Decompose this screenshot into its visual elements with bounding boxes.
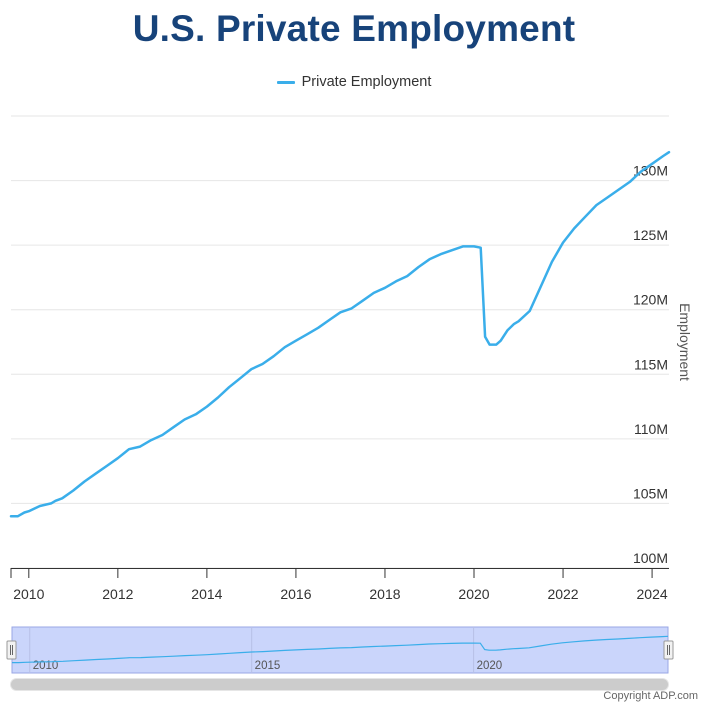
navigator-left-handle[interactable] <box>6 640 17 660</box>
series-layer <box>9 150 671 518</box>
x-tick-label: 2024 <box>637 586 668 602</box>
x-tick-label: 2022 <box>547 586 578 602</box>
grid-lines <box>11 115 669 569</box>
legend[interactable]: Private Employment <box>0 74 708 90</box>
legend-label: Private Employment <box>301 74 432 90</box>
x-axis: 2010 2012 2014 2016 2018 2020 2022 2024 <box>10 568 669 602</box>
x-tick-label: 2010 <box>13 586 44 602</box>
copyright-text: Copyright ADP.com <box>603 690 698 702</box>
navigator-series-line <box>12 635 669 664</box>
y-tick-label: 120M <box>633 292 668 308</box>
x-tick-label: 2020 <box>458 586 489 602</box>
y-axis-label: Employment <box>677 303 693 381</box>
navigator-right-handle[interactable] <box>663 640 674 660</box>
navigator-tick-label: 2020 <box>477 660 503 672</box>
chart-title: U.S. Private Employment <box>132 8 576 49</box>
y-tick-label: 115M <box>634 356 668 372</box>
x-tick-label: 2014 <box>191 586 222 602</box>
scrollbar-thumb[interactable] <box>11 679 668 690</box>
series-line-private-employment <box>9 150 671 518</box>
navigator-tick-label: 2010 <box>33 660 59 672</box>
navigator-selection[interactable] <box>11 626 669 674</box>
x-tick-label: 2018 <box>369 586 400 602</box>
legend-line-swatch <box>276 80 295 84</box>
y-tick-label: 100M <box>633 550 668 566</box>
y-tick-label: 105M <box>633 485 668 501</box>
y-tick-labels: 100M 105M 110M 115M 120M 125M 130M <box>633 163 668 566</box>
y-tick-label: 110M <box>634 421 668 437</box>
y-tick-label: 125M <box>633 227 668 243</box>
navigator-tick-label: 2015 <box>255 660 281 672</box>
x-tick-label: 2016 <box>280 586 311 602</box>
navigator-grid <box>29 627 475 673</box>
navigator-tick-labels: 2010 2015 2020 <box>33 660 502 672</box>
x-tick-label: 2012 <box>102 586 133 602</box>
navigator[interactable]: 2010 2015 2020 <box>6 626 674 674</box>
y-tick-label: 130M <box>633 163 668 179</box>
